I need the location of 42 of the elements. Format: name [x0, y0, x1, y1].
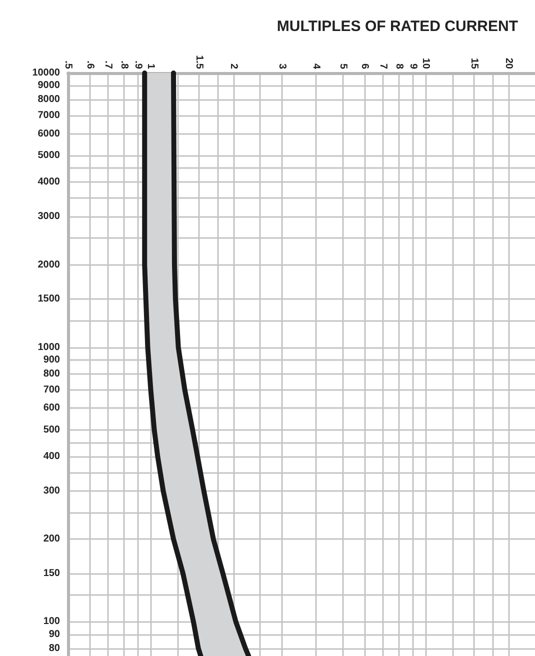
y-tick-label: 400 — [43, 451, 60, 462]
y-tick-label: 1500 — [38, 294, 60, 305]
y-tick-label: 8000 — [38, 94, 60, 106]
y-tick-label: 300 — [43, 485, 60, 496]
x-tick-label: 9 — [408, 63, 419, 70]
x-tick-label: 2 — [228, 63, 239, 70]
y-tick-label: 2000 — [38, 259, 60, 270]
y-tick-label: 1000 — [38, 342, 60, 353]
y-tick-label: 100 — [43, 616, 60, 628]
x-tick-label: 15 — [468, 58, 480, 70]
x-tick-label: .9 — [132, 60, 144, 70]
y-tick-label: 9000 — [38, 80, 60, 92]
x-tick-label: 7 — [378, 63, 389, 70]
y-tick-label: 90 — [48, 628, 60, 640]
y-tick-label: 700 — [43, 384, 60, 396]
x-tick-label: .8 — [118, 60, 130, 70]
y-tick-label: 600 — [43, 402, 60, 414]
x-tick-label: 6 — [359, 63, 370, 70]
y-tick-label: 6000 — [38, 128, 60, 140]
x-tick-label: 3 — [276, 63, 288, 70]
y-tick-label: 900 — [43, 354, 60, 366]
x-tick-label: 5 — [337, 63, 348, 70]
y-tick-label: 80 — [48, 642, 60, 654]
x-tick-label: 20 — [502, 58, 514, 70]
y-tick-label: 200 — [43, 534, 60, 545]
x-axis-title: MULTIPLES OF RATED CURRENT — [276, 18, 518, 35]
x-tick-label: 8 — [393, 63, 404, 70]
x-tick-label: .7 — [102, 60, 114, 70]
y-tick-label: 500 — [43, 424, 60, 436]
x-tick-label: 1.5 — [194, 55, 205, 70]
y-tick-label: 10000 — [32, 68, 60, 78]
x-tick-label: .6 — [84, 60, 96, 70]
y-tick-label: 3000 — [38, 210, 60, 222]
y-tick-label: 7000 — [38, 110, 60, 121]
y-tick-label: 5000 — [38, 150, 60, 162]
y-tick-label: 4000 — [38, 176, 60, 188]
y-tick-label: 800 — [43, 368, 60, 380]
y-tick-label: 150 — [43, 568, 60, 579]
x-tick-label: 4 — [310, 63, 322, 70]
x-tick-label: 1 — [145, 63, 156, 70]
x-tick-label: .5 — [62, 60, 74, 70]
x-tick-label: 10 — [420, 58, 432, 70]
